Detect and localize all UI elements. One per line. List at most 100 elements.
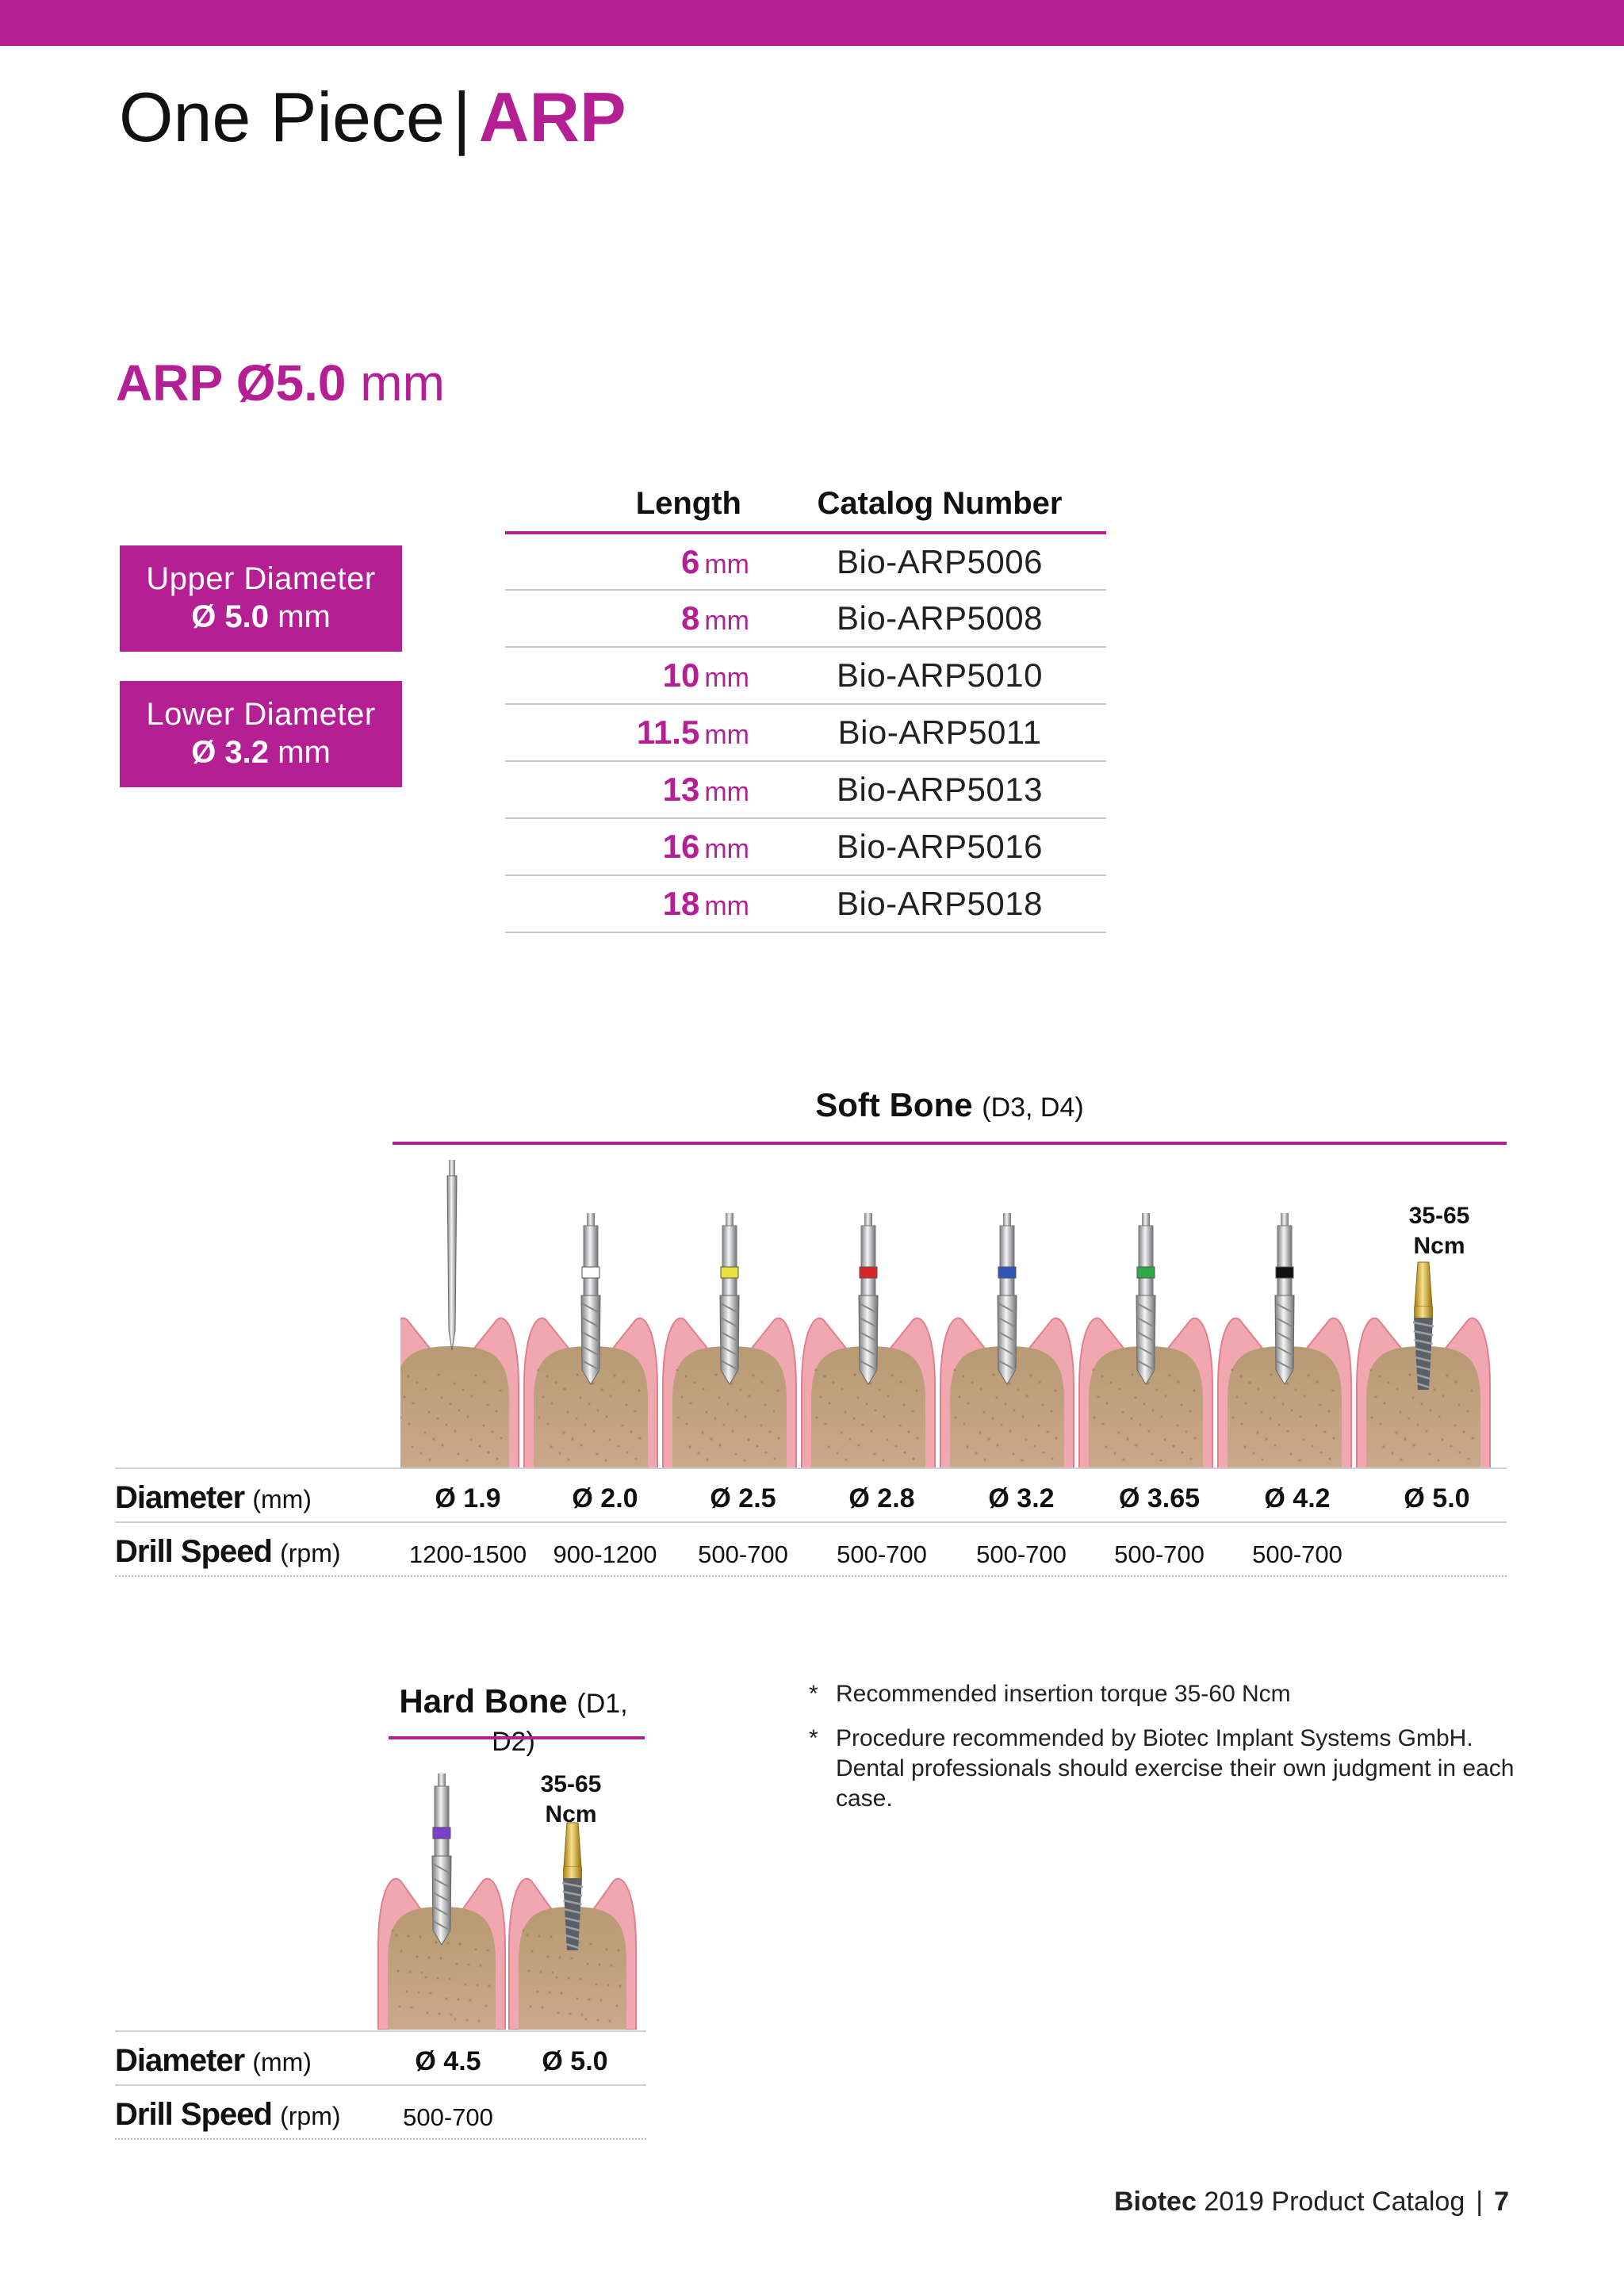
diameter-label: Diameter: [115, 2043, 245, 2078]
bone-texture-dot: [419, 1452, 423, 1455]
bone-texture-dot: [1446, 1374, 1449, 1377]
lower-diameter-unit: mm: [278, 735, 331, 770]
bone-texture-dot: [1274, 1444, 1277, 1447]
bone-texture-dot: [1454, 1424, 1457, 1427]
bone-panel: [1078, 1317, 1213, 1469]
bone-texture-dot: [1298, 1459, 1301, 1462]
drill-speed-cell: 500-700: [976, 1540, 1067, 1568]
bone-texture-dot: [551, 1971, 554, 1974]
bone-texture-dot: [563, 1387, 566, 1391]
bone-texture-dot: [476, 1984, 479, 1987]
table-row: 18 mm Bio-ARP5018: [505, 875, 1106, 933]
drill-flute-line: [1136, 1331, 1155, 1342]
bone-texture-dot: [595, 1983, 598, 1986]
bone-texture-dot: [613, 1374, 616, 1377]
bone-texture-dot: [560, 1992, 563, 1995]
bone-texture-dot: [1008, 1382, 1011, 1385]
bone-texture-dot: [916, 1437, 919, 1440]
bone-texture-dot: [474, 1374, 477, 1377]
bone-texture-dot: [1025, 1395, 1028, 1398]
bone-texture-dot: [1163, 1438, 1166, 1441]
drill-speed-label: Drill Speed: [115, 1534, 273, 1569]
bone-texture-dot: [983, 1458, 986, 1461]
bone-texture-dot: [1327, 1410, 1331, 1413]
implant-thread-line: [1415, 1364, 1431, 1372]
drill-flute-line: [432, 1863, 451, 1874]
drill-icon: [1136, 1213, 1156, 1385]
bone-texture-dot: [610, 1964, 613, 1967]
length-unit: mm: [704, 606, 749, 636]
catalog-number: Bio-ARP5010: [773, 647, 1106, 705]
bone-texture-dot: [435, 1941, 438, 1944]
bone-texture-dot: [486, 1949, 489, 1952]
lower-diameter-value: Ø 3.2 mm: [120, 733, 402, 771]
lower-diameter-number: Ø 3.2: [191, 735, 270, 770]
drill-flute-line: [432, 1877, 451, 1888]
table-row: 8 mm Bio-ARP5008: [505, 590, 1106, 648]
length-unit: mm: [704, 834, 749, 864]
bone-texture-dot: [417, 1991, 420, 1994]
bone-texture-dot: [1374, 1395, 1377, 1399]
note-asterisk: *: [809, 1725, 818, 1751]
bone-texture-dot: [1017, 1388, 1020, 1391]
bone-texture-dot: [1009, 1429, 1012, 1433]
bone-texture-dot: [1387, 1381, 1390, 1384]
length-column-header: Length: [505, 476, 773, 534]
bone-texture-dot: [1269, 1417, 1272, 1420]
bone-texture-dot: [1332, 1437, 1335, 1440]
bone-texture-dot: [747, 1438, 750, 1441]
bone-texture-dot: [405, 1990, 408, 1993]
length-value: 6: [680, 542, 700, 580]
bone-texture-dot: [1118, 1387, 1121, 1391]
top-color-bar: [0, 0, 1624, 46]
drill-color-ring: [859, 1266, 878, 1279]
bone-texture-dot: [764, 1403, 767, 1406]
bone-texture-dot: [1428, 1452, 1431, 1456]
section-title-value: 5.0: [275, 354, 347, 411]
length-unit: mm: [704, 777, 749, 807]
bone-texture-dot: [458, 1942, 462, 1946]
bone-texture-dot: [1433, 1388, 1436, 1391]
bone-texture-dot: [441, 1444, 444, 1447]
bone-texture-dot: [1261, 1458, 1264, 1461]
bone-texture-dot: [407, 1375, 410, 1378]
bone-texture-dot: [760, 1380, 764, 1383]
bone-texture-dot: [735, 1409, 738, 1412]
bone-texture-dot: [714, 1417, 717, 1420]
bone-texture-dot: [1181, 1451, 1184, 1454]
diameter-cell: Ø 3.2: [988, 1483, 1055, 1513]
bone-texture-dot: [469, 1438, 473, 1441]
drill-speed-cell: 500-700: [403, 2103, 493, 2131]
bone-texture-dot: [1093, 1416, 1096, 1419]
bone-tissue: [534, 1346, 648, 1469]
bone-texture-dot: [584, 1423, 587, 1426]
drill-flute-line: [720, 1360, 739, 1371]
bone-texture-dot: [865, 1402, 868, 1406]
bone-texture-dot: [693, 1381, 696, 1384]
bone-texture-dot: [1155, 1388, 1159, 1391]
bone-texture-dot: [1277, 1423, 1281, 1426]
upper-diameter-number: Ø 5.0: [191, 599, 270, 634]
drill-shank: [1003, 1213, 1011, 1226]
length-cell: 10 mm: [505, 647, 773, 705]
bone-texture-dot: [1466, 1410, 1469, 1413]
diameter-cell: Ø 3.65: [1118, 1483, 1201, 1513]
bone-texture-dot: [615, 2004, 619, 2007]
bone-texture-dot: [1408, 1373, 1411, 1376]
bone-texture-dot: [1307, 1374, 1310, 1377]
bone-texture-dot: [902, 1403, 906, 1406]
section-title: ARP Ø5.0 mm: [116, 355, 445, 411]
page-number: 7: [1494, 2187, 1509, 2217]
bone-texture-dot: [576, 1373, 579, 1376]
drill-shank: [1281, 1213, 1289, 1226]
bone-texture-dot: [567, 1458, 570, 1461]
bone-texture-dot: [748, 1395, 751, 1398]
bone-texture-dot: [705, 1410, 708, 1414]
bone-texture-dot: [546, 1955, 550, 1958]
implant-thread-line: [1413, 1330, 1434, 1337]
implant-thread-line: [1415, 1373, 1431, 1380]
soft-bone-title: Soft Bone: [815, 1086, 973, 1123]
drill-flute-line: [720, 1303, 739, 1314]
diameter-unit: (mm): [252, 2048, 312, 2076]
bone-texture-dot: [1462, 1430, 1465, 1433]
